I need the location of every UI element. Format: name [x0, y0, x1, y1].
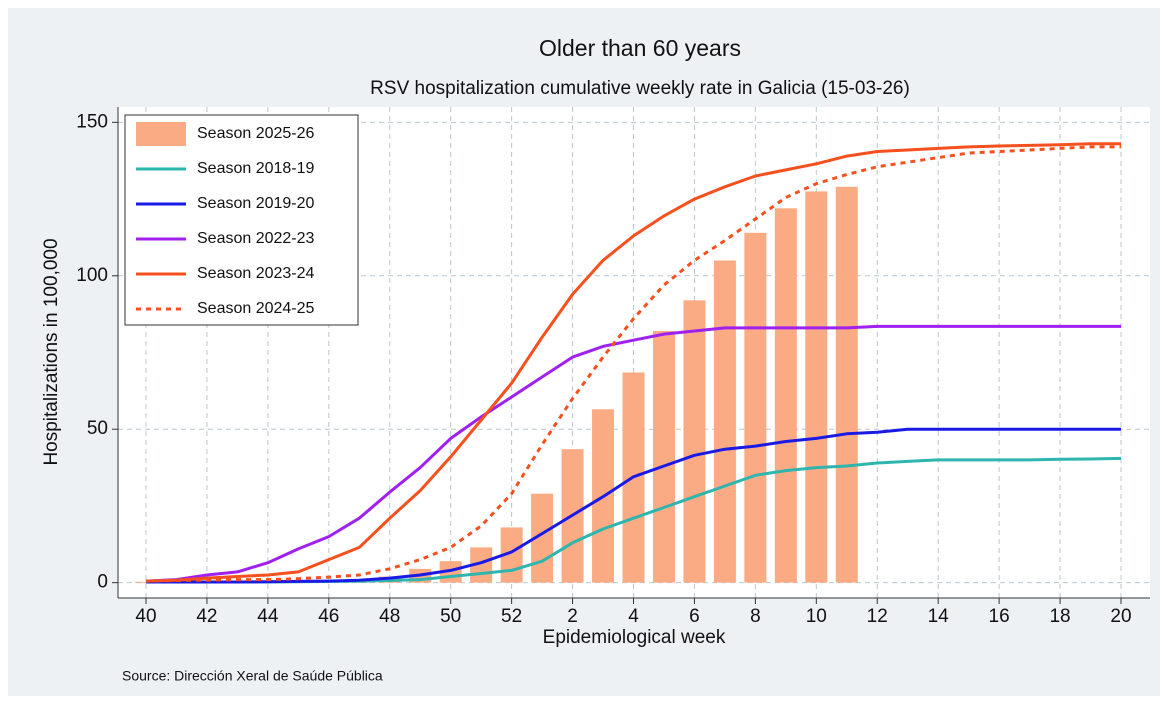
y-tick-label: 50 [87, 418, 108, 439]
legend-label: Season 2024-25 [197, 300, 315, 317]
x-tick-label: 40 [135, 606, 156, 627]
bar [713, 260, 736, 583]
x-tick-label: 16 [989, 606, 1010, 627]
bar [774, 208, 797, 583]
x-tick-label: 18 [1049, 606, 1070, 627]
line-series [145, 145, 1121, 583]
x-tick-label: 48 [379, 606, 400, 627]
legend-swatch [136, 122, 186, 146]
y-tick-label: 150 [76, 111, 108, 132]
bar [835, 186, 858, 583]
x-tick-label: 44 [257, 606, 279, 627]
y-axis-label: Hospitalizations in 100,000 [41, 238, 62, 465]
x-tick-label: 14 [928, 606, 950, 627]
x-tick-label: 42 [196, 606, 217, 627]
bar [683, 300, 706, 583]
legend-box [124, 114, 359, 326]
x-tick-label: 20 [1110, 606, 1131, 627]
x-tick-label: 46 [318, 606, 339, 627]
x-tick-label: 50 [440, 606, 461, 627]
bar [805, 191, 828, 583]
line-series [146, 427, 1121, 584]
x-tick-label: 52 [501, 606, 522, 627]
legend-label: Season 2023-24 [197, 265, 315, 282]
y-tick-label: 100 [76, 265, 108, 286]
bar [652, 331, 675, 583]
x-tick-label: 8 [750, 606, 761, 627]
y-tick-label: 0 [97, 572, 108, 593]
x-tick-label: 2 [567, 606, 578, 627]
legend-label: Season 2025-26 [197, 125, 315, 142]
chart-title: Older than 60 years [539, 35, 741, 61]
x-tick-label: 4 [628, 606, 639, 627]
x-tick-label: 6 [689, 606, 700, 627]
x-tick-label: 12 [867, 606, 888, 627]
chart-subtitle: RSV hospitalization cumulative weekly ra… [370, 78, 910, 99]
legend-label: Season 2022-23 [197, 230, 315, 247]
legend-label: Season 2019-20 [197, 195, 315, 212]
bar [744, 232, 767, 583]
line-series [145, 142, 1121, 583]
x-tick-label: 10 [806, 606, 827, 627]
legend-label: Season 2018-19 [197, 160, 315, 177]
line-series [145, 324, 1121, 583]
bar [531, 493, 554, 583]
x-axis-label: Epidemiological week [543, 627, 726, 648]
source-note: Source: Dirección Xeral de Saúde Pública [122, 668, 383, 684]
